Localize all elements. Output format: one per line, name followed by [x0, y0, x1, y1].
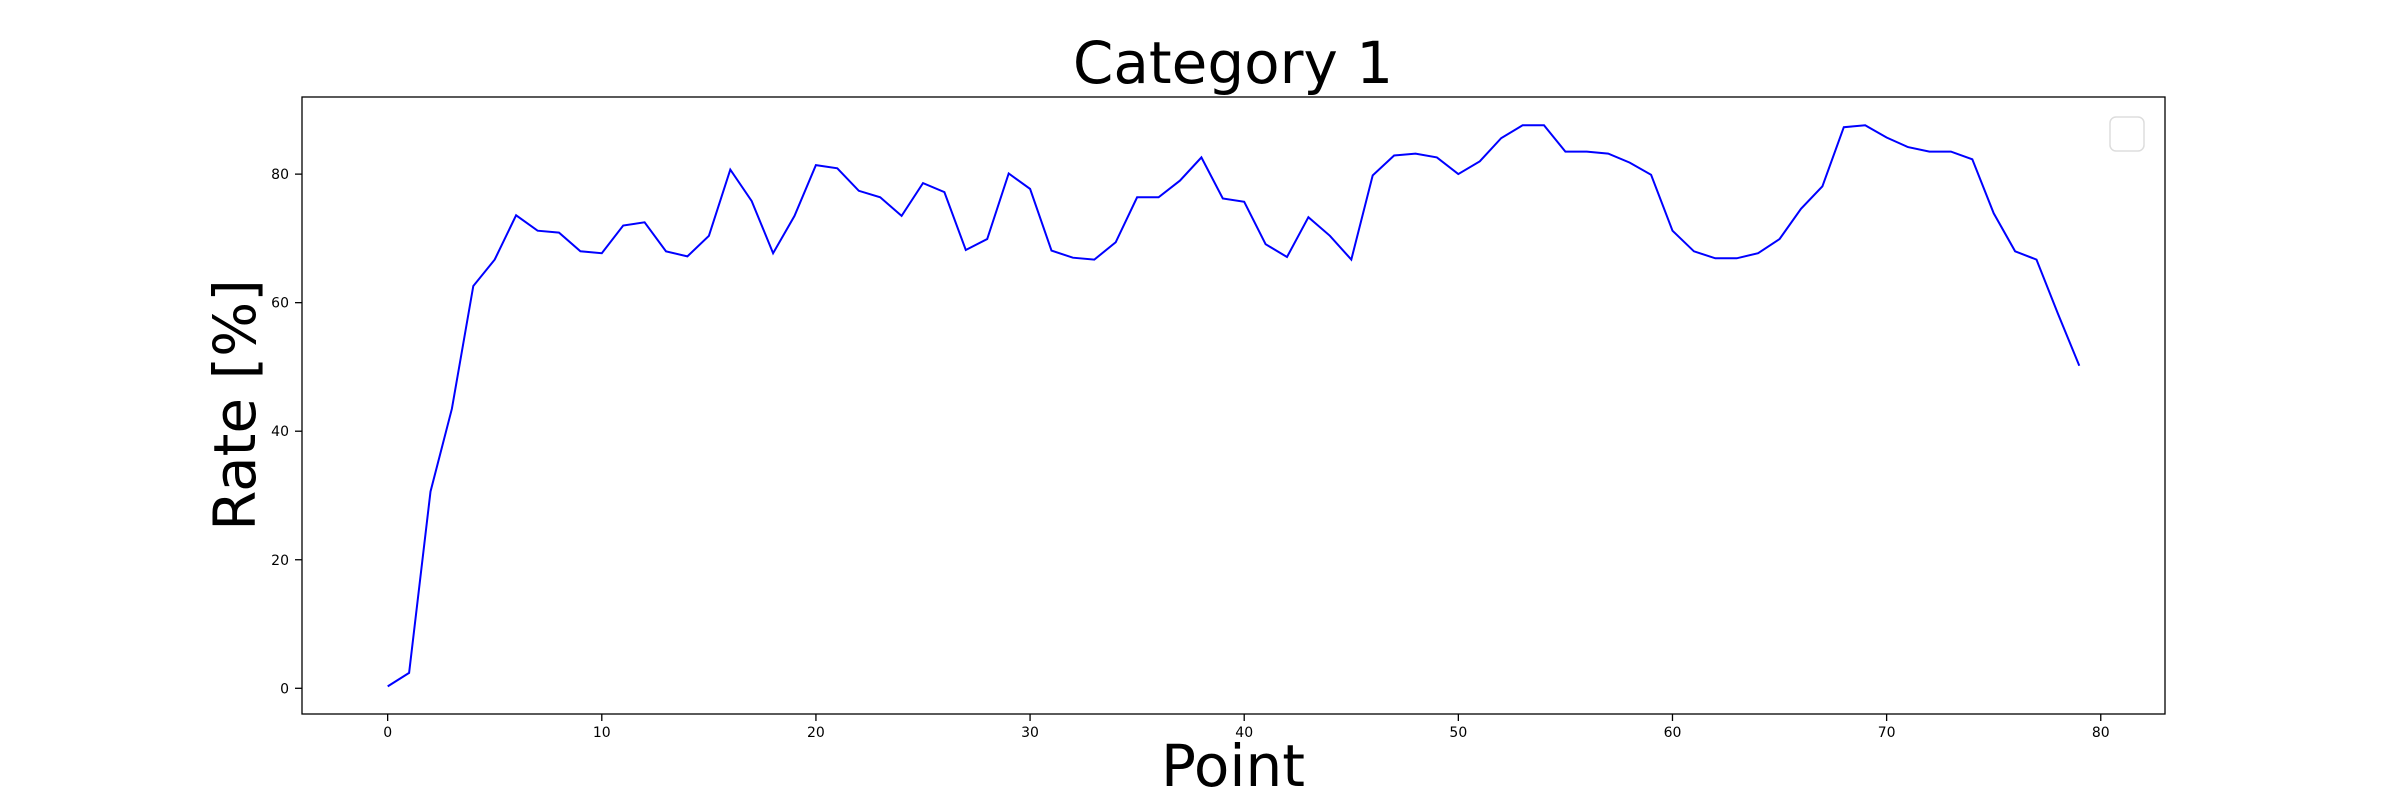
- x-tick-label: 60: [1664, 725, 1682, 741]
- y-tick-label: 40: [271, 424, 289, 440]
- x-tick-label: 40: [1235, 725, 1253, 741]
- y-tick-label: 20: [271, 553, 289, 569]
- x-axis-label: Point: [1161, 732, 1305, 800]
- plot-area: 0 10 20 30 40 50 60 70 80 0 20 40 60 80: [271, 96, 2166, 741]
- y-tick-label: 0: [280, 681, 289, 697]
- y-tick-label: 60: [271, 296, 289, 312]
- x-tick-label: 80: [2092, 725, 2110, 741]
- legend-box: [2109, 116, 2145, 152]
- x-tick-label: 0: [383, 725, 392, 741]
- x-tick-label: 10: [593, 725, 611, 741]
- x-tick-label: 30: [1021, 725, 1039, 741]
- x-tick-label: 50: [1449, 725, 1467, 741]
- y-axis-label: Rate [%]: [201, 279, 269, 531]
- plot-frame: [301, 96, 2166, 715]
- series-line: [387, 124, 2081, 688]
- chart-title: Category 1: [1073, 29, 1393, 97]
- x-tick-label: 70: [1878, 725, 1896, 741]
- y-tick-label: 80: [271, 167, 289, 183]
- x-axis: 0 10 20 30 40 50 60 70 80: [383, 714, 2110, 741]
- y-axis: 0 20 40 60 80: [271, 167, 302, 697]
- x-tick-label: 20: [807, 725, 825, 741]
